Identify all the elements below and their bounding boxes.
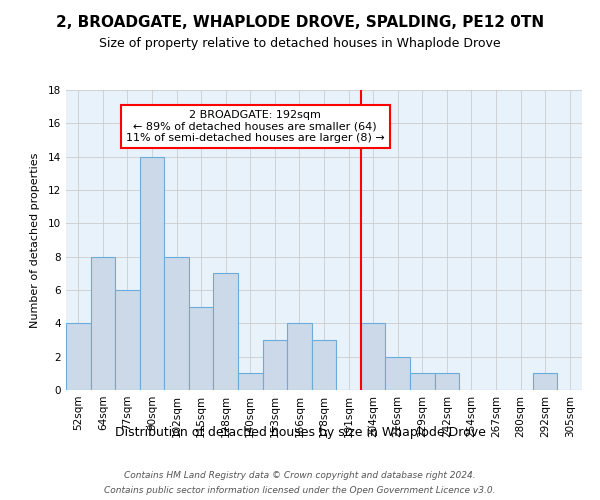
Bar <box>312 340 336 390</box>
Bar <box>164 256 189 390</box>
Bar <box>361 324 385 390</box>
Text: Contains public sector information licensed under the Open Government Licence v3: Contains public sector information licen… <box>104 486 496 495</box>
Bar <box>115 290 140 390</box>
Bar <box>238 374 263 390</box>
Bar <box>189 306 214 390</box>
Text: 2, BROADGATE, WHAPLODE DROVE, SPALDING, PE12 0TN: 2, BROADGATE, WHAPLODE DROVE, SPALDING, … <box>56 15 544 30</box>
Text: 2 BROADGATE: 192sqm
← 89% of detached houses are smaller (64)
11% of semi-detach: 2 BROADGATE: 192sqm ← 89% of detached ho… <box>126 110 385 143</box>
Bar <box>434 374 459 390</box>
Bar <box>91 256 115 390</box>
Bar <box>533 374 557 390</box>
Bar <box>140 156 164 390</box>
Y-axis label: Number of detached properties: Number of detached properties <box>29 152 40 328</box>
Text: Distribution of detached houses by size in Whaplode Drove: Distribution of detached houses by size … <box>115 426 485 439</box>
Text: Contains HM Land Registry data © Crown copyright and database right 2024.: Contains HM Land Registry data © Crown c… <box>124 471 476 480</box>
Bar <box>287 324 312 390</box>
Bar <box>66 324 91 390</box>
Bar <box>410 374 434 390</box>
Bar <box>214 274 238 390</box>
Bar <box>385 356 410 390</box>
Bar <box>263 340 287 390</box>
Text: Size of property relative to detached houses in Whaplode Drove: Size of property relative to detached ho… <box>99 38 501 51</box>
